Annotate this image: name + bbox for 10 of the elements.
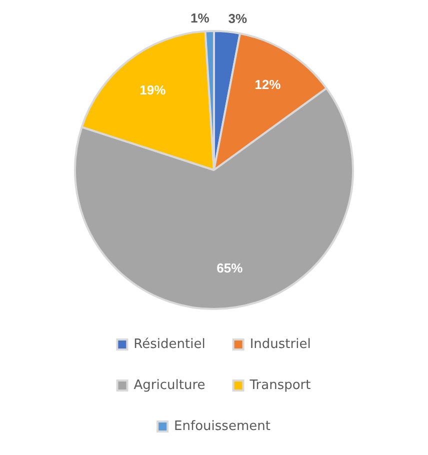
legend-label: Résidentiel — [134, 336, 206, 352]
data-label: 19% — [140, 82, 166, 98]
legend-label: Agriculture — [134, 378, 206, 393]
data-label: 12% — [254, 77, 282, 92]
legend-label: Enfouissement — [174, 418, 270, 434]
data-label: 65% — [216, 260, 244, 276]
legend-label: Transport — [248, 378, 311, 393]
data-label: 3% — [228, 11, 248, 26]
data-label: 1% — [190, 10, 210, 26]
legend-label: Industriel — [250, 336, 311, 352]
